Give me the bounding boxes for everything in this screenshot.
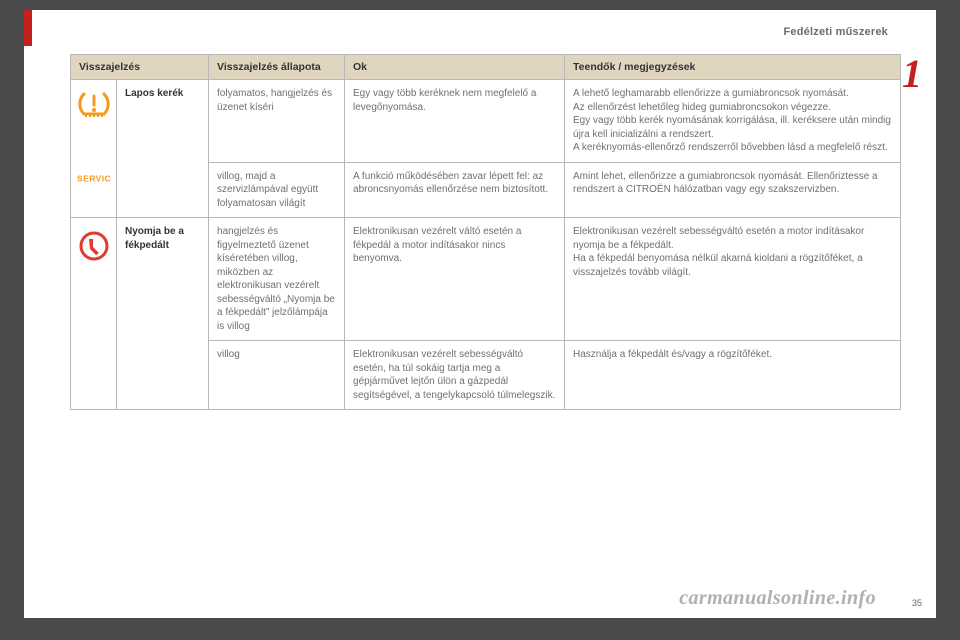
page-number: 35 [912, 598, 922, 608]
indicator-name: Nyomja be a fékpedált [117, 218, 209, 410]
manual-page: Fedélzeti műszerek 1 Visszajelzés Vissza… [24, 10, 936, 618]
chapter-number: 1 [902, 50, 922, 97]
svg-text:SERVICE: SERVICE [77, 173, 111, 183]
indicator-name: Lapos kerék [117, 80, 209, 218]
table-header-row: Visszajelzés Visszajelzés állapota Ok Te… [71, 55, 901, 80]
service-icon: SERVICE [77, 172, 111, 184]
cell-cause: Egy vagy több keréknek nem megfelelő a l… [345, 80, 565, 163]
cell-action: A lehető leghamarabb ellenőrizze a gumia… [565, 80, 901, 163]
cell-state: folyamatos, hangjelzés és üzenet kíséri [209, 80, 345, 163]
col-state: Visszajelzés állapota [209, 55, 345, 80]
indicator-icons: SERVICE [71, 80, 117, 218]
indicator-icons [71, 218, 117, 410]
table-row: Nyomja be a fékpedált hangjelzés és figy… [71, 218, 901, 341]
cell-action: Amint lehet, ellenőrizze a gumiabroncsok… [565, 162, 901, 218]
icon-stack: SERVICE [75, 86, 112, 184]
icon-stack [75, 224, 112, 262]
cell-cause: Elektronikusan vezérelt sebességváltó es… [345, 341, 565, 410]
section-title: Fedélzeti műszerek [784, 26, 888, 38]
table-row: SERVICE Lapos kerék folyamatos, hangjelz… [71, 80, 901, 163]
cell-cause: Elektronikusan vezérelt váltó esetén a f… [345, 218, 565, 341]
indicator-table: Visszajelzés Visszajelzés állapota Ok Te… [70, 54, 901, 410]
cell-cause: A funkció működésében zavar lépett fel: … [345, 162, 565, 218]
cell-action: Használja a fékpedált és/vagy a rögzítőf… [565, 341, 901, 410]
brake-foot-icon [78, 230, 110, 262]
accent-bar [24, 10, 32, 46]
cell-state: hangjelzés és figyelmeztető üzenet kísér… [209, 218, 345, 341]
cell-state: villog, majd a szervizlámpával együtt fo… [209, 162, 345, 218]
tpms-icon [78, 90, 110, 118]
col-indicator: Visszajelzés [71, 55, 209, 80]
col-action: Teendők / megjegyzések [565, 55, 901, 80]
cell-state: villog [209, 341, 345, 410]
col-cause: Ok [345, 55, 565, 80]
watermark-text: carmanualsonline.info [679, 587, 876, 610]
cell-action: Elektronikusan vezérelt sebességváltó es… [565, 218, 901, 341]
